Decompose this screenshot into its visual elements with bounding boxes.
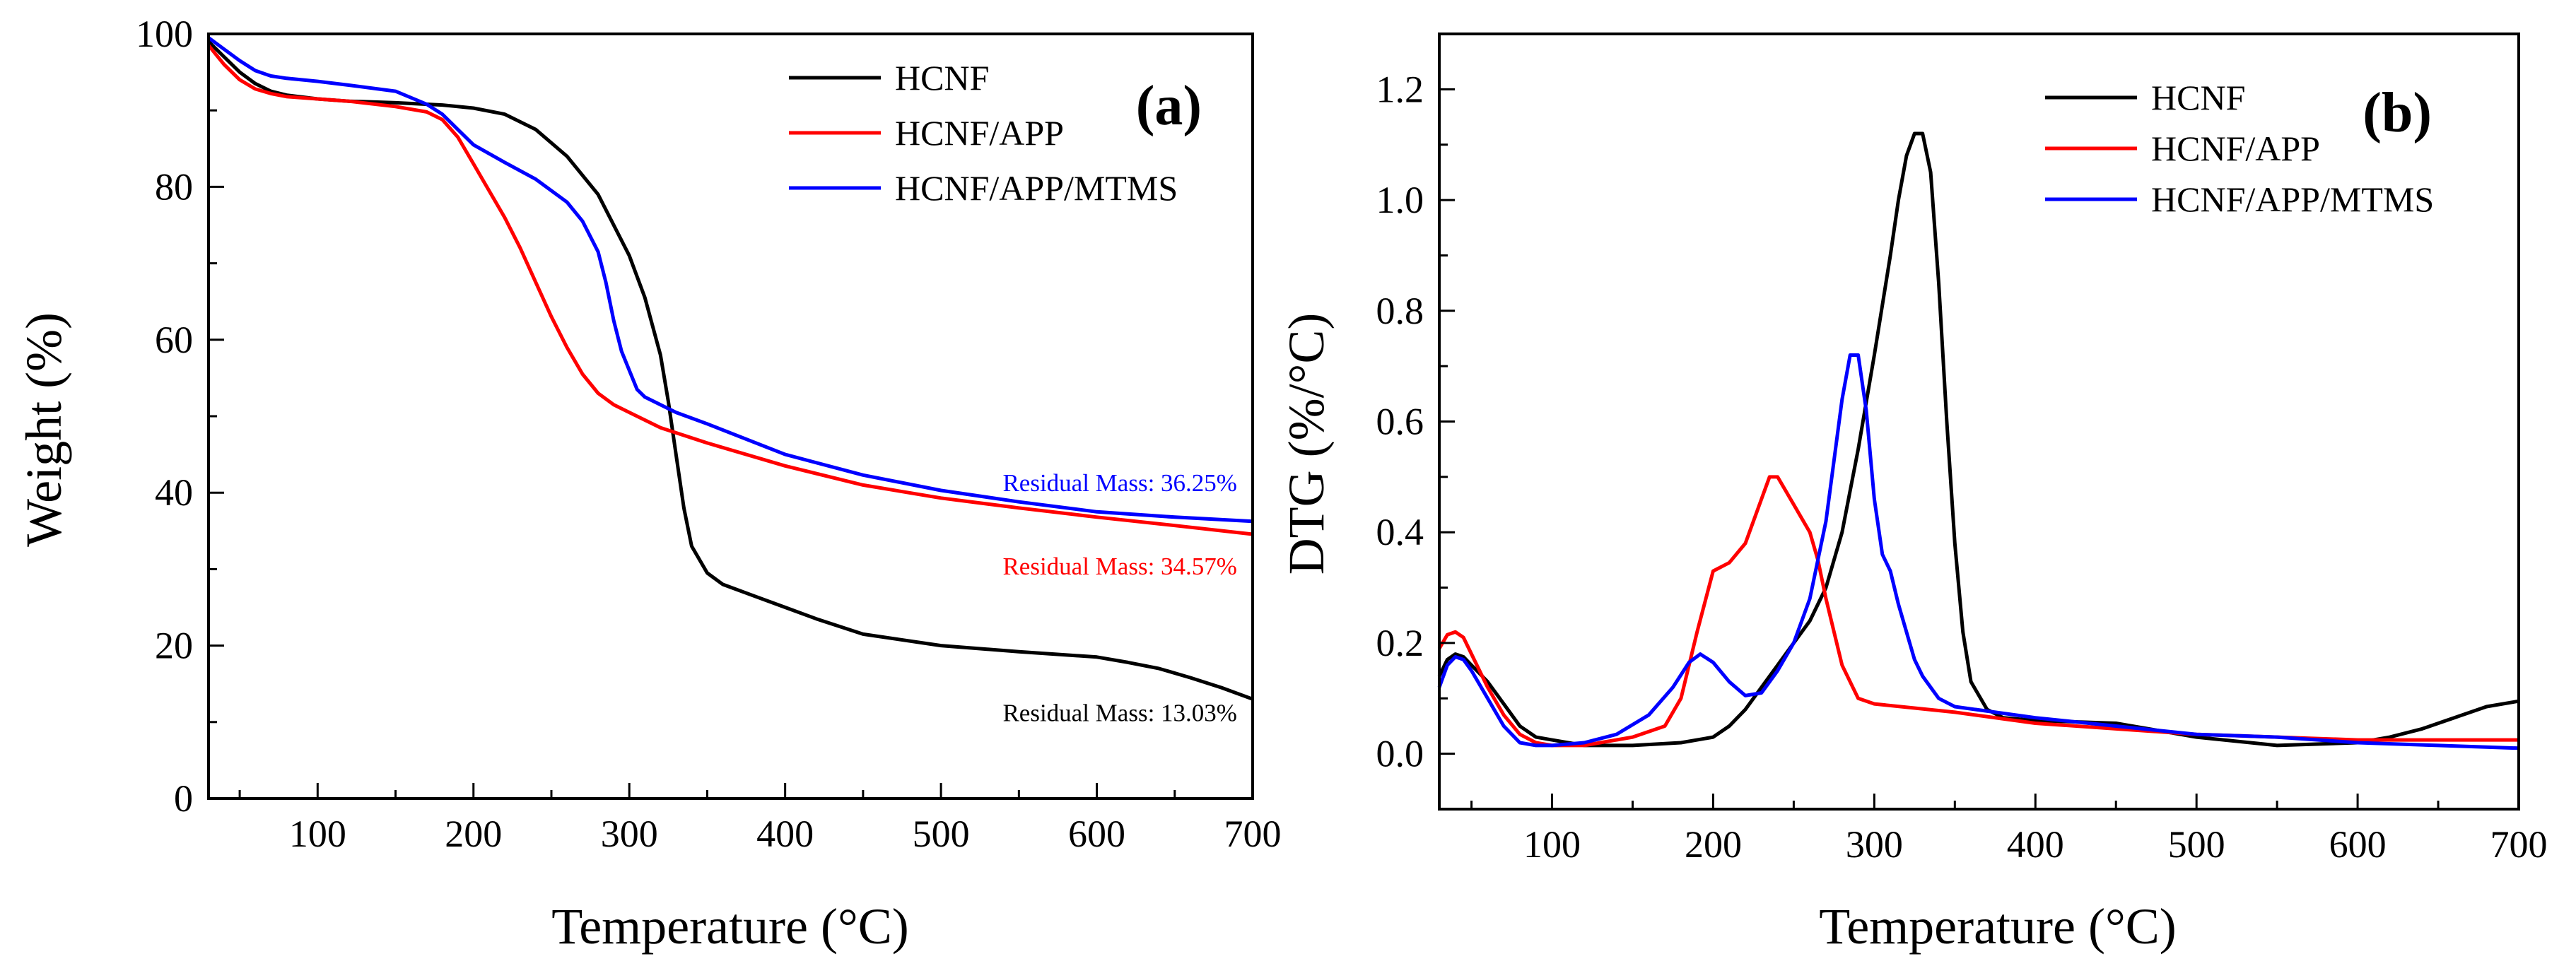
- series-line-1: [207, 44, 1253, 536]
- panel-a-label: (a): [1136, 75, 1202, 137]
- y-tick-label: 1.0: [1376, 179, 1424, 221]
- series-line-2: [207, 36, 1253, 524]
- x-tick-label: 700: [1224, 813, 1282, 855]
- y-tick-label: 80: [155, 165, 193, 208]
- y-tick-label: 100: [136, 13, 193, 55]
- y-tick-label: 0.8: [1376, 290, 1424, 332]
- series-line-2: [1437, 353, 2519, 750]
- residual-mass-annotation-1: Residual Mass: 34.57%: [1002, 553, 1237, 580]
- y-tick-label: 0.4: [1376, 511, 1424, 553]
- dtg-chart-panel-b: (b) Temperature (°C) DTG (%/°C) 100 200 30…: [1278, 33, 2548, 955]
- series-line-0: [1437, 131, 2519, 748]
- y-tick-label: 0.2: [1376, 622, 1424, 664]
- plot-frame: [207, 33, 1254, 800]
- legend-label-0: HCNF: [895, 58, 989, 98]
- panel-b-y-axis-title: DTG (%/°C): [1278, 313, 1335, 575]
- x-tick-label: 100: [1523, 823, 1581, 866]
- x-tick-label: 700: [2490, 823, 2548, 866]
- x-tick-label: 300: [601, 813, 658, 855]
- x-tick-label: 500: [2168, 823, 2225, 866]
- x-tick-label: 600: [1068, 813, 1125, 855]
- x-tick-label: 600: [2329, 823, 2387, 866]
- panel-b-x-axis-title: Temperature (°C): [1819, 898, 2177, 955]
- legend-label-0: HCNF: [2151, 78, 2245, 117]
- panel-b-label: (b): [2363, 82, 2432, 144]
- x-tick-label: 200: [445, 813, 502, 855]
- x-tick-label: 200: [1685, 823, 1742, 866]
- legend-label-2: HCNF/APP/MTMS: [2151, 179, 2434, 219]
- x-tick-label: 400: [2007, 823, 2064, 866]
- x-tick-label: 500: [913, 813, 970, 855]
- legend-label-1: HCNF/APP: [895, 113, 1064, 153]
- y-tick-label: 0: [174, 777, 193, 820]
- y-tick-label: 0.6: [1376, 401, 1424, 443]
- x-tick-label: 400: [756, 813, 814, 855]
- y-tick-label: 1.2: [1376, 68, 1424, 110]
- y-tick-label: 20: [155, 625, 193, 667]
- x-tick-label: 300: [1846, 823, 1903, 866]
- legend-label-2: HCNF/APP/MTMS: [895, 168, 1178, 208]
- tga-chart-panel-a: (a) Temperature (°C) Weight (%) 100 200 30…: [16, 13, 1282, 955]
- series-line-1: [1437, 475, 2519, 748]
- y-tick-label: 0.0: [1376, 733, 1424, 775]
- y-tick-label: 40: [155, 471, 193, 514]
- x-tick-label: 100: [289, 813, 346, 855]
- series-line-0: [207, 40, 1253, 701]
- residual-mass-annotation-2: Residual Mass: 13.03%: [1002, 700, 1237, 727]
- legend-label-1: HCNF/APP: [2151, 129, 2320, 168]
- y-tick-label: 60: [155, 319, 193, 361]
- panel-a-y-axis-title: Weight (%): [16, 312, 72, 547]
- panel-a-x-axis-title: Temperature (°C): [551, 898, 909, 955]
- residual-mass-annotation-0: Residual Mass: 36.25%: [1002, 469, 1237, 497]
